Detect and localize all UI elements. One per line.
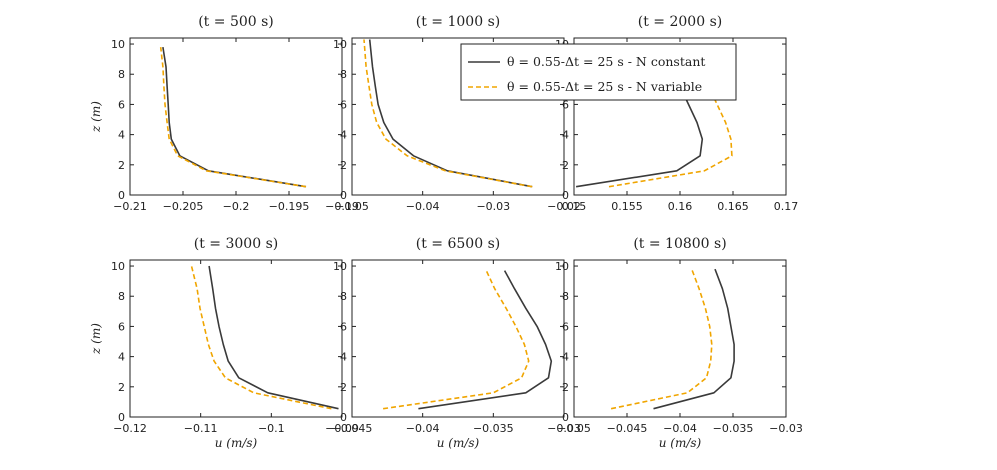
y-tick-label: 8 bbox=[340, 290, 347, 303]
y-tick-label: 4 bbox=[562, 351, 569, 364]
x-tick-label: −0.03 bbox=[769, 422, 803, 435]
x-tick-label: −0.035 bbox=[473, 422, 514, 435]
series-n-constant-line bbox=[162, 46, 307, 188]
y-tick-label: 2 bbox=[118, 381, 125, 394]
y-tick-label: 10 bbox=[111, 260, 125, 273]
x-tick-label: −0.205 bbox=[163, 200, 204, 213]
y-tick-label: 8 bbox=[118, 68, 125, 81]
x-tick-label: −0.04 bbox=[406, 422, 440, 435]
y-tick-label: 8 bbox=[562, 290, 569, 303]
y-tick-label: 0 bbox=[118, 411, 125, 424]
x-tick-label: −0.12 bbox=[113, 422, 147, 435]
y-tick-label: 6 bbox=[340, 98, 347, 111]
y-tick-label: 6 bbox=[340, 320, 347, 333]
series-n-variable-line bbox=[159, 47, 307, 188]
y-tick-label: 10 bbox=[333, 260, 347, 273]
y-tick-label: 0 bbox=[340, 189, 347, 202]
subplot-title: (t = 6500 s) bbox=[416, 236, 500, 252]
x-tick-label: −0.1 bbox=[258, 422, 285, 435]
x-tick-label: −0.09 bbox=[325, 422, 359, 435]
subplot-6: −0.05 −0.045 −0.04 −0.035 −0.03 0 2 4 6 8 10 (t = 1… bbox=[555, 236, 803, 450]
x-tick-label: 0.15 bbox=[562, 200, 587, 213]
series-n-variable-line bbox=[190, 265, 332, 410]
y-tick-label: 8 bbox=[340, 68, 347, 81]
legend: θ = 0.55-Δt = 25 s - N constant θ = 0.55… bbox=[460, 43, 737, 101]
y-tick-label: 6 bbox=[562, 98, 569, 111]
series-n-variable-line bbox=[610, 268, 713, 410]
x-axis-label: u (m/s) bbox=[659, 436, 702, 450]
series-n-constant-line bbox=[418, 270, 553, 410]
y-tick-label: 2 bbox=[340, 159, 347, 172]
x-tick-label: −0.03 bbox=[547, 422, 581, 435]
y-tick-label: 2 bbox=[562, 159, 569, 172]
x-tick-label: 0.165 bbox=[717, 200, 749, 213]
x-tick-label: −0.04 bbox=[663, 422, 697, 435]
x-tick-label: −0.035 bbox=[713, 422, 754, 435]
y-axis-label: z (m) bbox=[89, 323, 103, 355]
y-tick-label: 4 bbox=[340, 129, 347, 142]
y-tick-label: 0 bbox=[340, 411, 347, 424]
axes-frame bbox=[129, 259, 343, 418]
y-tick-label: 4 bbox=[118, 129, 125, 142]
axes-frame bbox=[351, 259, 565, 418]
y-axis-label: z (m) bbox=[89, 101, 103, 133]
axes-frame bbox=[351, 37, 565, 196]
y-tick-label: 0 bbox=[118, 189, 125, 202]
y-tick-label: 6 bbox=[118, 98, 125, 111]
subplot-title: (t = 10800 s) bbox=[633, 236, 726, 252]
x-tick-label: −0.045 bbox=[332, 422, 373, 435]
x-tick-label: −0.05 bbox=[335, 200, 369, 213]
series-n-variable-line bbox=[363, 39, 533, 188]
axes-frame bbox=[129, 37, 343, 196]
series-n-constant-line bbox=[208, 265, 339, 410]
x-tick-label: −0.045 bbox=[607, 422, 648, 435]
x-tick-label: −0.04 bbox=[406, 200, 440, 213]
legend-variable-label: θ = 0.55-Δt = 25 s - N variable bbox=[507, 79, 702, 94]
y-tick-label: 10 bbox=[555, 260, 569, 273]
legend-box bbox=[460, 43, 737, 101]
y-tick-label: 2 bbox=[118, 159, 125, 172]
x-tick-label: −0.11 bbox=[184, 422, 218, 435]
y-tick-label: 6 bbox=[118, 320, 125, 333]
series-n-constant-line bbox=[653, 268, 735, 410]
subplot-title: (t = 3000 s) bbox=[194, 236, 278, 252]
x-axis-label: u (m/s) bbox=[437, 436, 480, 450]
y-tick-label: 10 bbox=[111, 38, 125, 51]
x-tick-label: −0.05 bbox=[557, 422, 591, 435]
x-tick-label: 0.17 bbox=[774, 200, 799, 213]
x-tick-label: −0.19 bbox=[325, 200, 359, 213]
y-tick-label: 8 bbox=[118, 290, 125, 303]
y-tick-label: 6 bbox=[562, 320, 569, 333]
x-tick-label: −0.2 bbox=[223, 200, 250, 213]
y-tick-label: 4 bbox=[562, 129, 569, 142]
legend-constant-label: θ = 0.55-Δt = 25 s - N constant bbox=[507, 54, 705, 69]
x-tick-label: 0.155 bbox=[611, 200, 643, 213]
y-tick-label: 0 bbox=[562, 189, 569, 202]
x-tick-label: −0.03 bbox=[476, 200, 510, 213]
x-tick-label: −0.21 bbox=[113, 200, 147, 213]
x-tick-label: −0.195 bbox=[269, 200, 310, 213]
x-tick-label: −0.02 bbox=[547, 200, 581, 213]
axes-frame bbox=[573, 259, 787, 418]
y-tick-label: 2 bbox=[340, 381, 347, 394]
subplot-title: (t = 500 s) bbox=[198, 14, 274, 30]
y-tick-label: 10 bbox=[333, 38, 347, 51]
subplot-title: (t = 2000 s) bbox=[638, 14, 722, 30]
y-tick-label: 2 bbox=[562, 381, 569, 394]
y-tick-label: 4 bbox=[340, 351, 347, 364]
x-axis-label: u (m/s) bbox=[215, 436, 258, 450]
series-n-variable-line bbox=[382, 270, 530, 410]
subplot-title: (t = 1000 s) bbox=[416, 14, 500, 30]
y-tick-label: 4 bbox=[118, 351, 125, 364]
series-n-constant-line bbox=[368, 39, 533, 188]
y-tick-label: 0 bbox=[562, 411, 569, 424]
x-tick-label: 0.16 bbox=[668, 200, 693, 213]
